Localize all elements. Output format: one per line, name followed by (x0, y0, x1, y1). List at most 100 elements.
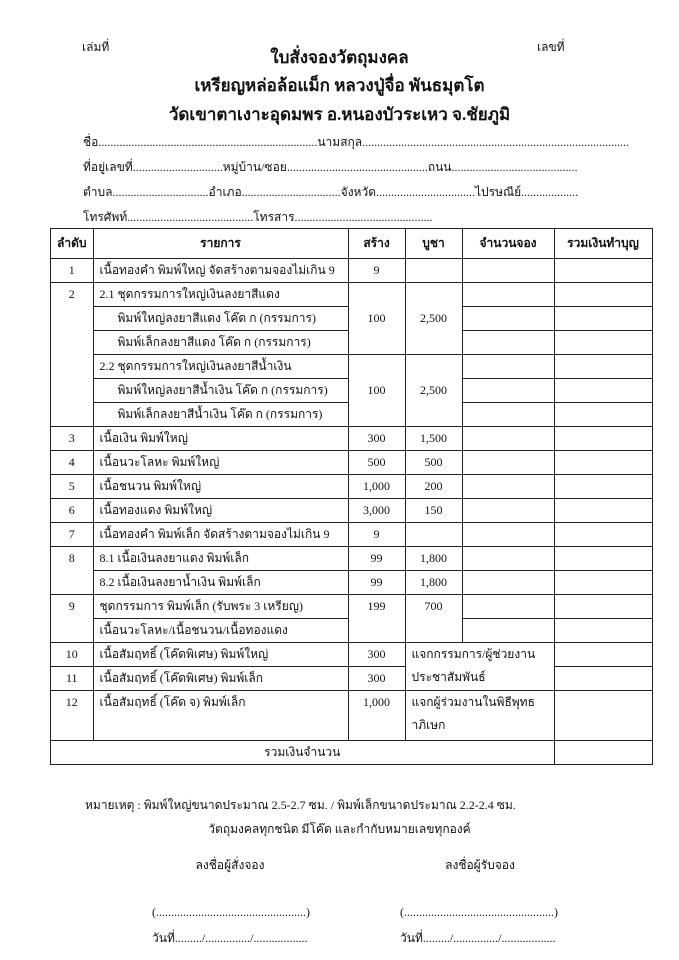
total-cell[interactable] (553, 474, 653, 499)
qty-cell[interactable] (461, 426, 555, 451)
row-item: พิมพ์เล็กลงยาสีแดง โค๊ด ก (กรรมการ) (92, 330, 349, 355)
total-cell[interactable] (553, 522, 653, 547)
total-cell[interactable] (553, 282, 653, 307)
row-item: เนื้อทองคำ พิมพ์ใหญ่ จัดสร้างตามจองไม่เก… (92, 258, 349, 283)
col-qty: จำนวนจอง (461, 228, 555, 259)
row-made: 1,000 (347, 474, 406, 499)
row-no: 4 (50, 450, 94, 475)
qty-cell[interactable] (461, 618, 555, 643)
total-cell[interactable] (553, 642, 653, 667)
row-price: 1,500 (404, 426, 463, 451)
total-cell[interactable] (553, 402, 653, 427)
total-cell[interactable] (553, 618, 653, 643)
qty-cell[interactable] (461, 522, 555, 547)
address-field[interactable]: ที่อยู่เลขที่...........................… (83, 160, 578, 174)
col-made: สร้าง (347, 228, 406, 259)
row-made: 1,000 (347, 690, 406, 741)
code-note: วัตถุมงคลทุกชนิด มีโค๊ด และกำกับหมายเลขท… (208, 822, 471, 836)
qty-cell[interactable] (461, 354, 555, 379)
row-item: เนื้อชนวน พิมพ์ใหญ่ (92, 474, 349, 499)
receiver-name-line[interactable]: (.......................................… (400, 905, 558, 919)
orderer-name-line[interactable]: (.......................................… (152, 905, 310, 919)
row-made: 100 (347, 354, 406, 427)
total-cell[interactable] (553, 690, 653, 741)
total-cell[interactable] (553, 450, 653, 475)
row-item: 2.1 ชุดกรรมการใหญ่เงินลงยาสีแดง (92, 282, 349, 307)
grand-total-cell[interactable] (553, 740, 653, 765)
row-no: 2 (50, 282, 94, 427)
form-subtitle: เหรียญหล่อล้อแม็ก หลวงปู่จื่อ พันธมุตโต (194, 76, 485, 95)
row-item: เนื้อทองแดง พิมพ์ใหญ่ (92, 498, 349, 523)
qty-cell[interactable] (461, 330, 555, 355)
total-row: รวมเงินจำนวน (50, 740, 653, 765)
table-row: พิมพ์เล็กลงยาสีน้ำเงิน โค๊ด ก (กรรมการ) (51, 402, 653, 427)
total-cell[interactable] (553, 570, 653, 595)
row-made: 300 (347, 426, 406, 451)
total-cell[interactable] (553, 594, 653, 619)
receiver-date-line[interactable]: วันที่........./.............../........… (400, 931, 556, 945)
total-cell[interactable] (553, 378, 653, 403)
total-cell[interactable] (553, 258, 653, 283)
phone-field[interactable]: โทรศัพท์................................… (83, 210, 433, 224)
district-field[interactable]: ตำบล................................อำเภ… (83, 185, 579, 199)
row-no: 3 (50, 426, 94, 451)
row-no: 10 (50, 642, 94, 667)
qty-cell[interactable] (461, 450, 555, 475)
orderer-date-line[interactable]: วันที่........./.............../........… (152, 931, 308, 945)
number-label: เลขที่ (537, 40, 565, 54)
table-row: เนื้อนวะโลหะ/เนื้อชนวน/เนื้อทองแดง (51, 618, 653, 643)
total-label: รวมเงินจำนวน (50, 740, 555, 765)
row-made: 3,000 (347, 498, 406, 523)
row-no: 6 (50, 498, 94, 523)
col-no: ลำดับ (50, 228, 94, 259)
total-cell[interactable] (553, 330, 653, 355)
qty-cell[interactable] (461, 378, 555, 403)
table-row: 8 8.1 เนื้อเงินลงยาแดง พิมพ์เล็ก 99 1,80… (50, 546, 653, 595)
orderer-signature-label: ลงชื่อผู้สั่งจอง (195, 858, 265, 872)
col-item: รายการ (92, 228, 349, 259)
name-field[interactable]: ชื่อ....................................… (83, 135, 630, 149)
row-item: พิมพ์ใหญ่ลงยาสีแดง โค๊ด ก (กรรมการ) (92, 306, 349, 331)
row-item: เนื้อนวะโลหะ พิมพ์ใหญ่ (92, 450, 349, 475)
table-row: พิมพ์ใหญ่ลงยาสีแดง โค๊ด ก (กรรมการ) (51, 306, 653, 331)
row-price: 500 (404, 450, 463, 475)
table-row: พิมพ์เล็กลงยาสีแดง โค๊ด ก (กรรมการ) (51, 330, 653, 355)
receiver-signature-label: ลงชื่อผู้รับจอง (445, 858, 515, 872)
row-item: เนื้อสัมฤทธิ์ (โค๊ดพิเศษ) พิมพ์ใหญ่ (92, 642, 349, 667)
row-price (404, 522, 463, 547)
qty-cell[interactable] (461, 402, 555, 427)
row-no: 12 (50, 690, 94, 741)
qty-cell[interactable] (461, 258, 555, 283)
qty-cell[interactable] (461, 498, 555, 523)
distribution-note: แจกผู้ร่วมงานในพิธีพุทธาภิเษก (404, 690, 555, 741)
row-price: 1,800 (404, 546, 463, 571)
total-cell[interactable] (553, 354, 653, 379)
total-cell[interactable] (553, 498, 653, 523)
row-item: เนื้อสัมฤทธิ์ (โค๊ดพิเศษ) พิมพ์เล็ก (92, 666, 349, 691)
total-cell[interactable] (553, 546, 653, 571)
qty-cell[interactable] (461, 594, 555, 619)
row-made: 199 (347, 594, 406, 643)
qty-cell[interactable] (461, 570, 555, 595)
table-header-row: ลำดับ รายการ สร้าง บูชา จำนวนจอง รวมเงิน… (50, 228, 653, 259)
qty-cell[interactable] (461, 306, 555, 331)
qty-cell[interactable] (461, 546, 555, 571)
qty-cell[interactable] (461, 474, 555, 499)
table-row: 4 เนื้อนวะโลหะ พิมพ์ใหญ่ 500 500 (50, 450, 653, 475)
row-price: 2,500 (404, 282, 463, 355)
total-cell[interactable] (553, 306, 653, 331)
row-no: 11 (50, 666, 94, 691)
qty-cell[interactable] (461, 282, 555, 307)
row-made: 300 (347, 666, 406, 691)
table-row: 9 ชุดกรรมการ พิมพ์เล็ก (รับพระ 3 เหรียญ)… (50, 594, 653, 643)
total-cell[interactable] (553, 666, 653, 691)
row-price: 1,800 (404, 570, 463, 595)
row-item: เนื้อสัมฤทธิ์ (โค๊ด จ) พิมพ์เล็ก (92, 690, 349, 741)
row-price (404, 258, 463, 283)
row-item: 2.2 ชุดกรรมการใหญ่เงินลงยาสีน้ำเงิน (92, 354, 349, 379)
row-no: 5 (50, 474, 94, 499)
row-no: 7 (50, 522, 94, 547)
row-item: ชุดกรรมการ พิมพ์เล็ก (รับพระ 3 เหรียญ) (92, 594, 349, 619)
total-cell[interactable] (553, 426, 653, 451)
